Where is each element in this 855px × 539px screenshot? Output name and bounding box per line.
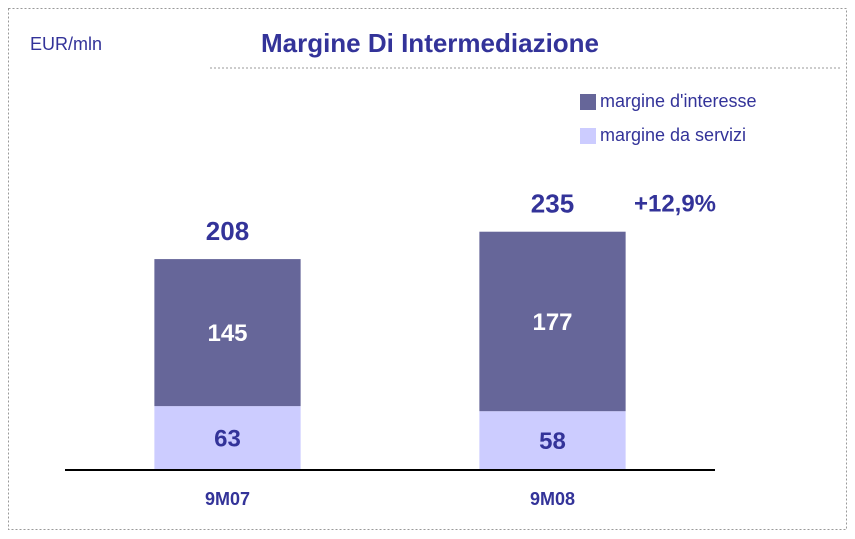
x-tick-label: 9M07 (205, 489, 250, 509)
legend-label: margine d'interesse (600, 91, 757, 111)
segment-label: 177 (532, 309, 572, 336)
bar-segment (154, 406, 301, 470)
total-label: 208 (206, 216, 249, 246)
x-tick-label: 9M08 (530, 489, 575, 509)
bar-segment (479, 411, 626, 470)
bar-segment (154, 259, 301, 407)
annotation: +12,9% (634, 190, 716, 217)
legend-swatch (580, 128, 596, 144)
frame (8, 8, 847, 530)
segment-label: 145 (207, 320, 247, 347)
bar-segment (479, 231, 626, 412)
legend-label: margine da servizi (600, 125, 746, 145)
chart-title: Margine Di Intermediazione (261, 28, 599, 58)
legend-swatch (580, 94, 596, 110)
total-label: 235 (531, 189, 574, 219)
segment-label: 58 (539, 428, 566, 455)
unit-label: EUR/mln (30, 34, 102, 54)
segment-label: 63 (214, 425, 241, 452)
